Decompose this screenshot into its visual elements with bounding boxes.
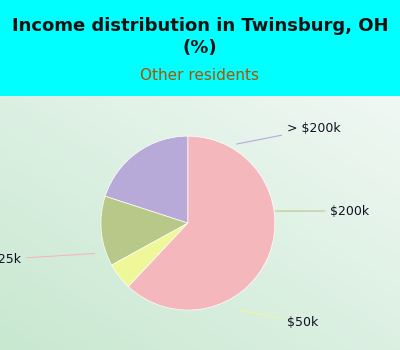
Text: $125k: $125k: [0, 253, 94, 266]
Text: $200k: $200k: [275, 204, 370, 218]
Wedge shape: [112, 223, 188, 287]
Text: Other residents: Other residents: [140, 68, 260, 83]
Wedge shape: [105, 136, 188, 223]
Text: > $200k: > $200k: [236, 122, 341, 144]
Wedge shape: [128, 136, 275, 310]
Text: $50k: $50k: [241, 311, 318, 329]
Text: Income distribution in Twinsburg, OH
(%): Income distribution in Twinsburg, OH (%): [12, 17, 388, 57]
Wedge shape: [101, 196, 188, 265]
